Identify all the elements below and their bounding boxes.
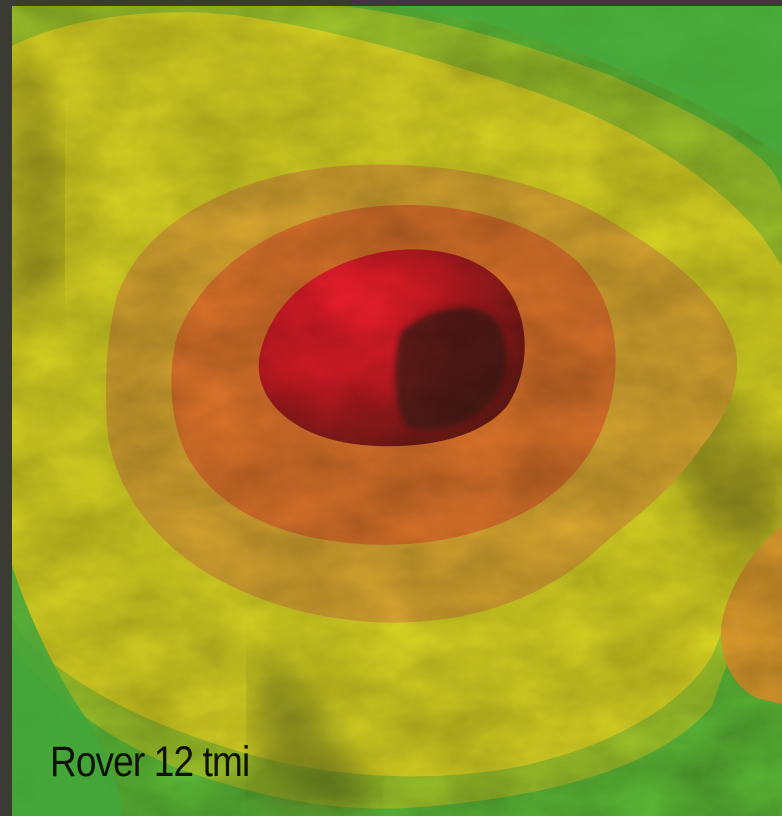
map-caption: Rover 12 tmi: [50, 738, 250, 786]
terrain-map[interactable]: [12, 6, 782, 816]
terrain-heatmap: [12, 6, 782, 816]
band-green-corner: [12, 566, 122, 816]
terrain-texture: [12, 6, 782, 816]
band-green-top: [392, 6, 782, 156]
